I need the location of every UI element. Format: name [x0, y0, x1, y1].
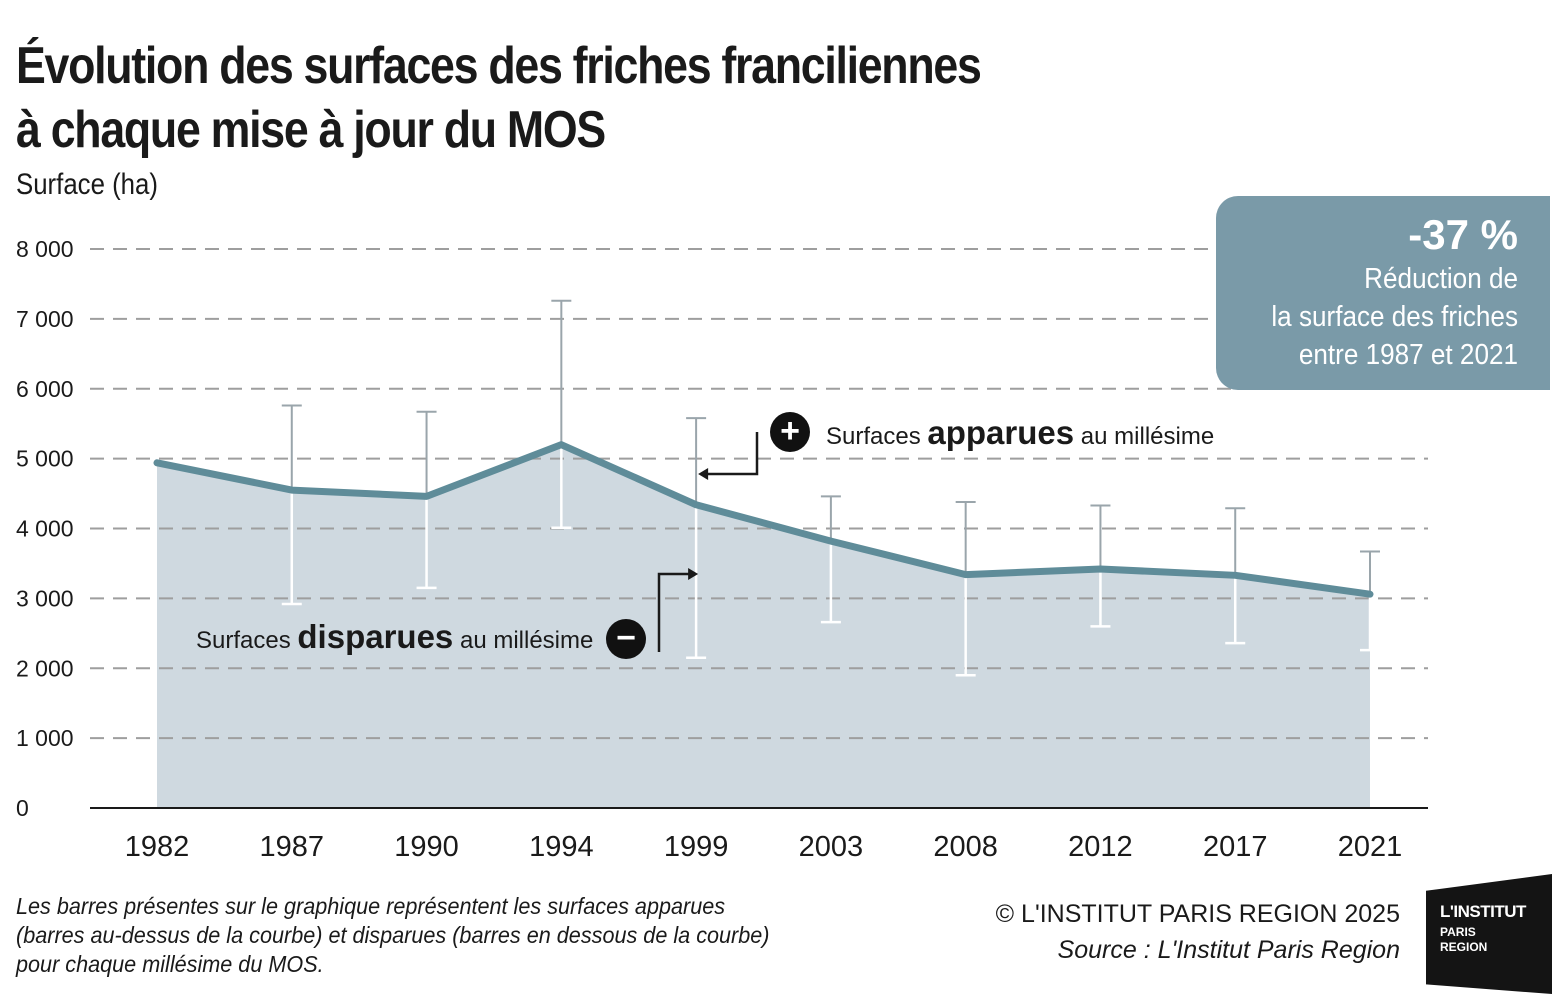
- y-tick-label: 5 000: [16, 446, 74, 472]
- copyright-text: © L'INSTITUT PARIS REGION 2025: [995, 900, 1400, 928]
- legend-disappeared-suffix: au millésime: [459, 627, 594, 654]
- footnote: Les barres présentes sur le graphique re…: [16, 893, 770, 977]
- area-fill: [157, 444, 1370, 808]
- appeared-pointer: [704, 432, 759, 476]
- x-tick-label: 2012: [1068, 831, 1133, 863]
- y-tick-label: 0: [16, 795, 29, 821]
- x-tick-label: 2003: [799, 831, 864, 863]
- x-tick-label: 1987: [260, 831, 325, 863]
- x-tick-label: 1994: [529, 831, 594, 863]
- logo-line2: PARIS: [1440, 925, 1476, 939]
- legend-disappeared-highlight: disparues: [297, 618, 454, 655]
- y-tick-label: 7 000: [16, 306, 74, 332]
- reduction-callout: -37 % Réduction de la surface des friche…: [1216, 196, 1550, 390]
- x-tick-label: 2008: [933, 831, 998, 863]
- x-tick-label: 2017: [1203, 831, 1268, 863]
- legend-appeared-suffix: au millésime: [1080, 423, 1215, 450]
- y-tick-label: 8 000: [16, 236, 74, 262]
- legend-disappeared-prefix: Surfaces: [196, 627, 291, 654]
- legend-appeared-prefix: Surfaces: [826, 423, 921, 450]
- legend-disappeared: Surfaces disparues au millésime: [196, 618, 593, 656]
- y-tick-label: 1 000: [16, 725, 74, 751]
- y-tick-label: 3 000: [16, 585, 74, 611]
- y-tick-label: 2 000: [16, 655, 74, 681]
- x-tick-label: 1999: [664, 831, 729, 863]
- legend-appeared-highlight: apparues: [927, 414, 1075, 451]
- disappeared-pointer: [657, 572, 693, 652]
- chart-title: Évolution des surfaces des friches franc…: [16, 34, 982, 162]
- x-tick-label: 1990: [394, 831, 459, 863]
- minus-icon: −: [606, 619, 646, 659]
- series-line: [153, 441, 1374, 598]
- logo-line1: L'INSTITUT: [1440, 902, 1526, 921]
- callout-text: Réduction de la surface des friches entr…: [1271, 263, 1518, 371]
- credit: © L'INSTITUT PARIS REGION 2025 Source : …: [996, 896, 1400, 968]
- plus-icon: +: [770, 412, 810, 452]
- legend-appeared: Surfaces apparues au millésime: [826, 414, 1214, 452]
- x-tick-label: 1982: [125, 831, 190, 863]
- source-text: Source : L'Institut Paris Region: [1057, 936, 1400, 964]
- chart-title-line2: à chaque mise à jour du MOS: [16, 101, 606, 159]
- x-tick-label: 2021: [1338, 831, 1403, 863]
- y-tick-label: 4 000: [16, 516, 74, 542]
- chart-title-line1: Évolution des surfaces des friches franc…: [16, 37, 982, 95]
- disappeared-arrowhead: [688, 568, 699, 580]
- institut-logo: L'INSTITUT PARIS REGION: [1426, 874, 1552, 994]
- y-tick-label: 6 000: [16, 376, 74, 402]
- y-axis-label: Surface (ha): [16, 168, 158, 201]
- logo-line3: REGION: [1440, 940, 1488, 954]
- appeared-arrowhead: [698, 468, 709, 480]
- callout-value: -37 %: [1408, 211, 1518, 258]
